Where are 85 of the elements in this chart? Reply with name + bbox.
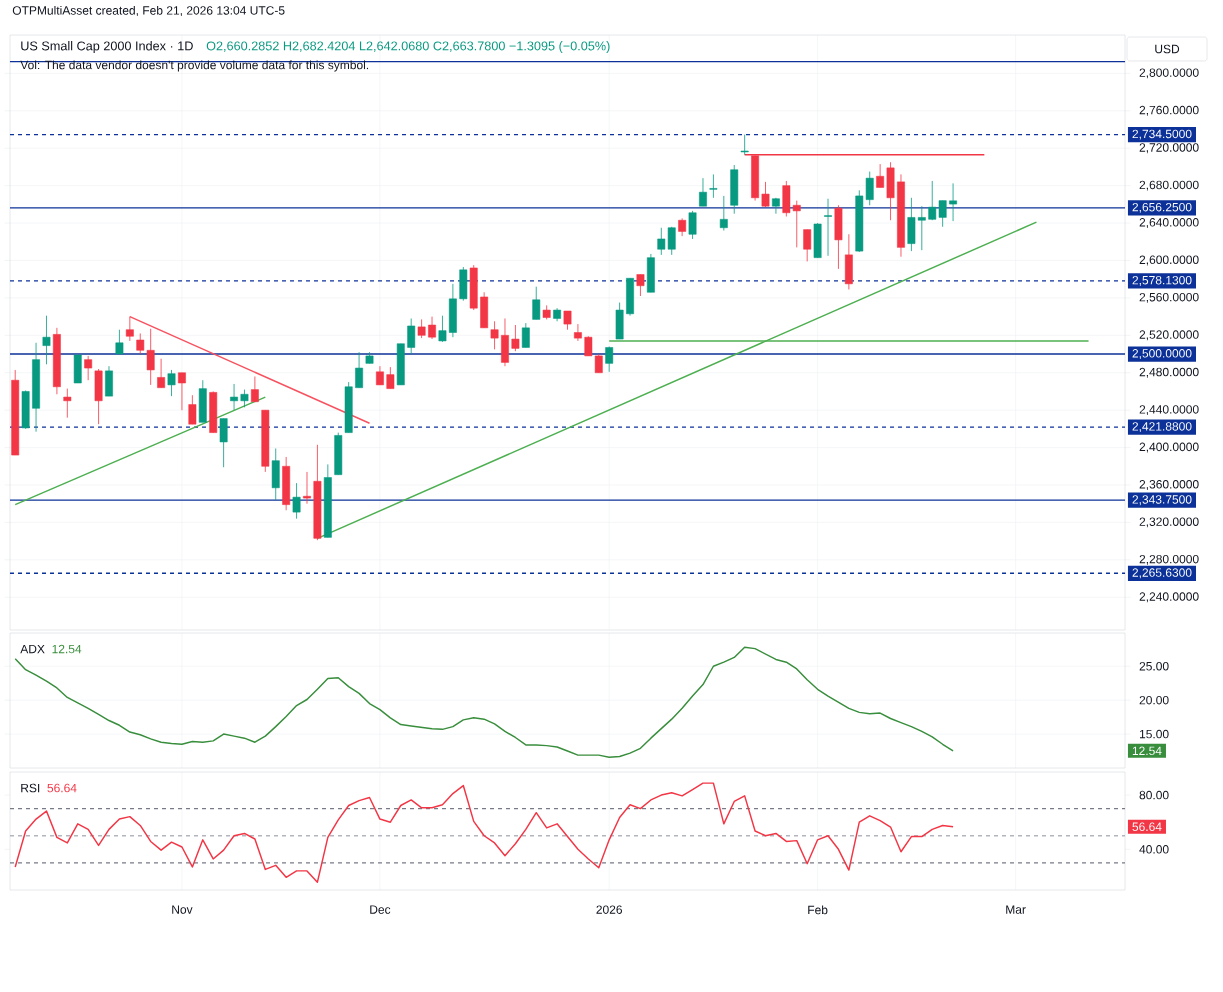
x-tick-label: Mar	[1006, 905, 1026, 914]
candlestick	[355, 351, 364, 389]
y-tick-label: 2,360.0000	[1139, 480, 1199, 490]
candlestick	[532, 286, 541, 320]
candlestick	[42, 315, 51, 365]
candlestick	[699, 177, 707, 207]
y-tick-label: 2,800.0000	[1139, 68, 1199, 79]
candlestick	[157, 358, 166, 389]
y-tick-label: 2,760.0000	[1139, 105, 1199, 116]
chart-title: US Small Cap 2000 Index · 1D	[21, 41, 193, 53]
candlestick	[178, 372, 186, 411]
x-tick-label: 2026	[596, 905, 623, 914]
y-tick-label: 2,320.0000	[1139, 517, 1199, 528]
annotation: 12.54	[52, 644, 82, 654]
candlestick	[376, 365, 384, 386]
y-tick-label: 40.00	[1139, 845, 1169, 854]
y-tick-label: 2,680.0000	[1139, 180, 1199, 191]
candlestick	[521, 322, 530, 348]
candlestick	[772, 197, 780, 215]
candlestick	[63, 388, 72, 419]
text: 56.64	[1132, 822, 1162, 831]
ref-line-label: 2,343.7500	[1132, 495, 1192, 506]
candlestick	[636, 274, 645, 297]
candlestick	[740, 134, 749, 156]
candlestick	[125, 316, 134, 342]
candlestick	[574, 323, 582, 342]
y-tick-label: 25.00	[1139, 662, 1169, 671]
candlestick	[407, 318, 416, 355]
candlestick	[303, 471, 311, 505]
chart-subtitle: O2,660.2852 H2,682.4204 L2,642.0680 C2,663.7800 −1.3095 (−0.05%)	[206, 41, 610, 53]
candlestick	[563, 310, 572, 331]
candlestick	[949, 182, 957, 222]
y-tick-label: 2,600.0000	[1139, 255, 1199, 266]
y-tick-label: 80.00	[1139, 790, 1169, 800]
line-series	[14, 782, 954, 883]
candlestick	[250, 376, 259, 403]
y-tick-label: 2,440.0000	[1139, 405, 1199, 416]
candlestick	[386, 366, 395, 390]
ref-line-label: 2,265.6300	[1132, 568, 1192, 579]
candlestick	[709, 174, 718, 199]
candlestick	[167, 369, 176, 397]
candlestick	[688, 210, 697, 240]
candlestick	[188, 394, 197, 425]
annotation: 56.64	[47, 783, 77, 793]
y-tick-label: 2,400.0000	[1139, 442, 1199, 453]
ref-line-label: 2,656.2500	[1132, 202, 1192, 213]
candlestick	[917, 205, 926, 251]
ref-line-label: 2,500.0000	[1132, 349, 1192, 359]
candlestick	[292, 482, 301, 520]
candlestick	[490, 320, 499, 350]
y-tick-label: 2,240.0000	[1139, 592, 1199, 603]
y-tick-label: 20.00	[1139, 695, 1169, 705]
ref-line-label: 2,421.8800	[1132, 422, 1192, 433]
ref-line-label: 2,578.1300	[1132, 275, 1192, 286]
candlestick	[719, 195, 728, 231]
annotation: Vol: The data vendor doesn't provide volume data for this symbol.	[20, 60, 369, 72]
candlestick	[115, 329, 124, 355]
ref-line-label: 2,734.5000	[1132, 129, 1192, 140]
y-tick-label: 2,280.0000	[1139, 554, 1199, 565]
candlestick	[84, 355, 93, 381]
candlestick	[438, 315, 447, 343]
candlestick	[803, 229, 812, 262]
text: RSI	[21, 783, 40, 793]
text: ADX	[20, 644, 45, 654]
candlestick	[219, 418, 228, 468]
candlestick	[417, 319, 426, 339]
x-tick-label: Feb	[808, 905, 828, 915]
y-tick-label: 2,640.0000	[1139, 218, 1199, 228]
text: 12.54	[1132, 746, 1162, 756]
y-tick-label: 15.00	[1139, 729, 1169, 739]
text: USD	[1155, 44, 1180, 54]
candlestick	[824, 198, 832, 257]
text: OTPMultiAsset created, Feb 21, 2026 13:04 UTC-5	[12, 5, 285, 17]
y-tick-label: 2,520.0000	[1139, 330, 1199, 341]
y-tick-label: 2,720.0000	[1139, 143, 1199, 154]
x-tick-label: Nov	[172, 905, 193, 914]
y-tick-label: 2,560.0000	[1139, 292, 1199, 303]
y-tick-label: 2,480.0000	[1139, 367, 1199, 378]
candlestick	[761, 181, 770, 208]
candlestick	[230, 383, 238, 411]
candlestick	[428, 316, 436, 340]
candlestick	[605, 346, 614, 373]
candlestick	[876, 163, 885, 188]
candlestick	[511, 324, 520, 352]
x-tick-label: Dec	[370, 905, 391, 914]
